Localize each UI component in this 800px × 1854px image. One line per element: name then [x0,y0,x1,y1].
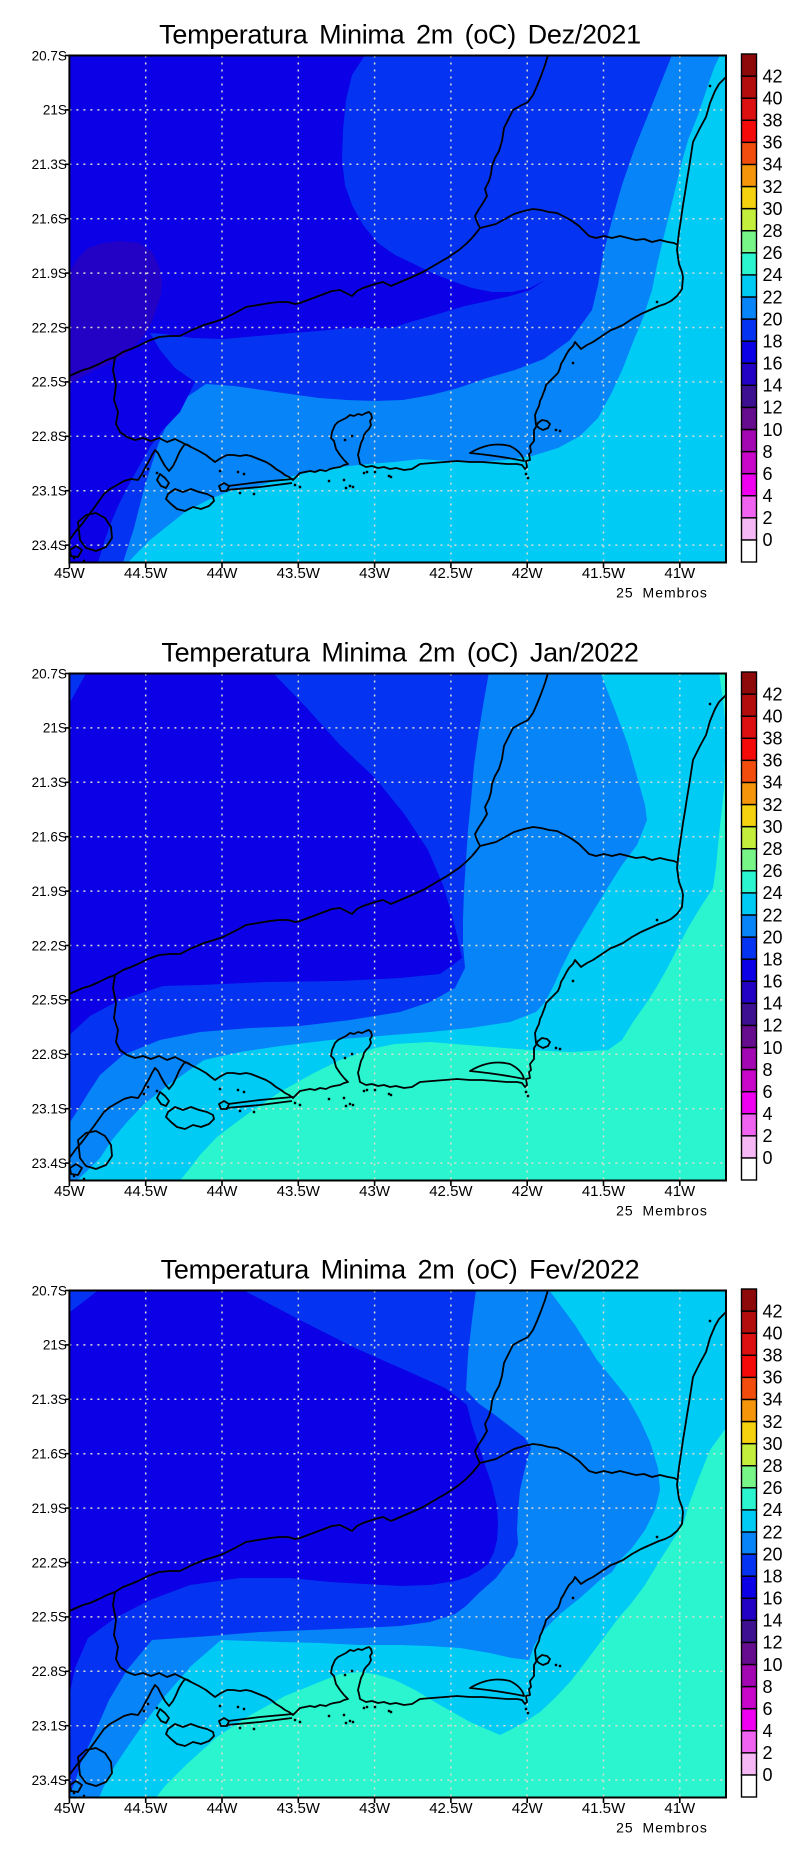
svg-text:Temperatura Minima 2m (oC) Fev: Temperatura Minima 2m (oC) Fev/2022 [161,1254,640,1284]
svg-text:Temperatura Minima 2m (oC) Jan: Temperatura Minima 2m (oC) Jan/2022 [161,637,638,667]
svg-text:Temperatura Minima 2m (oC) Dez: Temperatura Minima 2m (oC) Dez/2021 [159,19,641,49]
